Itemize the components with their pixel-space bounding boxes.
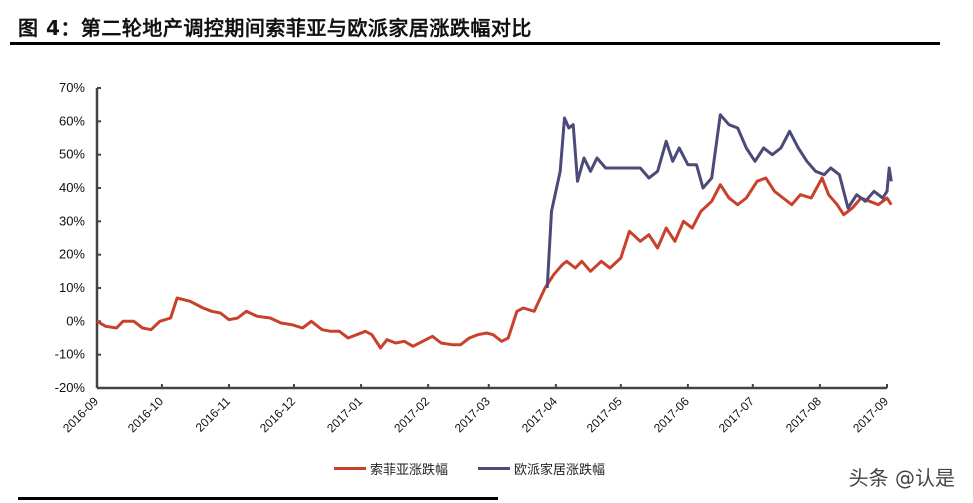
y-tick-label: 0% [66,313,85,328]
x-tick-label: 2017-01 [324,394,365,435]
chart-legend: 索菲亚涨跌幅 欧派家居涨跌幅 [334,459,635,478]
y-tick-label: -10% [55,347,86,362]
x-tick-label: 2016-10 [125,394,166,435]
title-underline [10,42,940,45]
x-tick-label: 2017-02 [391,394,432,435]
legend-swatch-oppein [478,467,511,470]
x-tick-label: 2017-04 [519,394,560,435]
x-tick-label: 2016-11 [193,394,234,435]
line-chart: -20%-10%0%10%20%30%40%50%60%70% 2016-09 2… [55,80,893,435]
x-tick-label: 2017-03 [452,394,493,435]
y-tick-label: 60% [59,113,85,128]
y-tick-label: 70% [59,80,85,95]
y-tick-label: 20% [59,247,85,262]
series-line-sofia [96,176,893,350]
series-lines [96,113,893,350]
y-tick-label: 40% [59,180,85,195]
legend-swatch-sofia [334,467,366,470]
legend-label: 欧派家居涨跌幅 [514,463,606,478]
x-tick-label: 2017-08 [783,394,824,435]
series-line-oppein [545,113,893,289]
y-tick-label: 50% [59,147,85,162]
y-tick-label: 30% [59,213,85,228]
x-tick-label: 2017-07 [716,394,757,435]
legend-label: 索菲亚涨跌幅 [370,463,449,478]
x-tick-label: 2017-09 [850,394,891,435]
chart-title: 图 4：第二轮地产调控期间索菲亚与欧派家居涨跌幅对比 [18,16,532,40]
x-tick-label: 2017-05 [584,394,625,435]
legend-item-oppein: 欧派家居涨跌幅 [478,459,605,478]
y-axis: -20% -10% 0% 10% 20% 30% 40% 50% 60% 70% [55,80,101,395]
y-tick-label: 10% [59,280,85,295]
x-tick-label: 2016-12 [257,394,298,435]
x-axis: 2016-09 2016-10 2016-11 2016-12 2017-01 2017-… [60,384,891,435]
legend-item-sofia: 索菲亚涨跌幅 [334,459,448,478]
x-tick-label: 2017-06 [651,394,692,435]
footer-rule [18,497,498,500]
y-tick-label: -20% [55,380,86,395]
x-tick-label: 2016-09 [60,394,101,435]
watermark: 头条 @认是 [848,466,955,490]
